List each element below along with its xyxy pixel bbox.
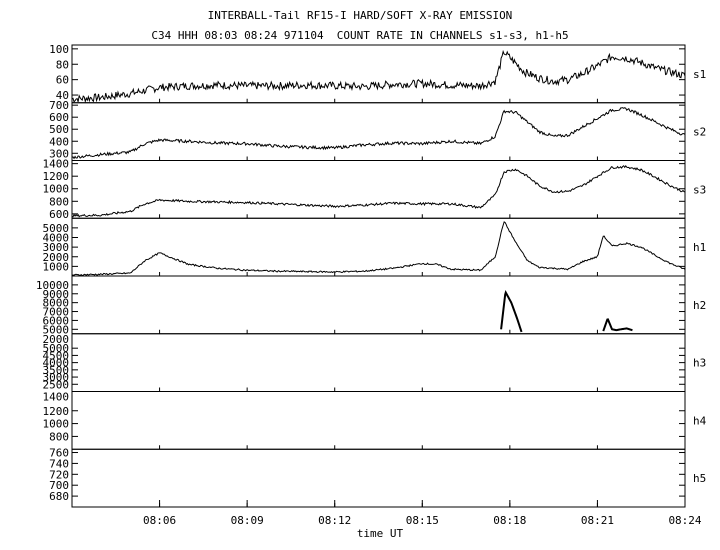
ytick-label-h2-3: 8000: [43, 297, 70, 310]
ytick-label-s2-2: 500: [49, 123, 69, 136]
series-s1: [71, 49, 686, 104]
xtick-label-5: 08:21: [581, 514, 614, 527]
ytick-label-h4-0: 800: [49, 430, 69, 443]
ytick-label-s1-2: 80: [56, 58, 69, 71]
ytick-label-h1-1: 2000: [43, 251, 70, 264]
panel-frame-h1: [71, 217, 686, 277]
ytick-label-h5-3: 700: [49, 479, 69, 492]
ytick-label-h2-0: 5000: [43, 323, 70, 336]
xtick-label-2: 08:12: [318, 514, 351, 527]
ytick-label-s3-2: 1000: [43, 183, 70, 196]
ytick-label-s2-1: 400: [49, 135, 69, 148]
ytick-label-s1-1: 60: [56, 74, 69, 87]
xtick-label-3: 08:15: [406, 514, 439, 527]
panel-label-s1: s1: [693, 68, 706, 81]
ytick-label-s3-4: 1400: [43, 158, 70, 171]
panel-label-h1: h1: [693, 241, 706, 254]
ytick-label-h3-5: 5000: [43, 342, 70, 355]
panel-label-s3: s3: [693, 183, 706, 196]
ytick-label-s1-0: 40: [56, 89, 69, 102]
ytick-label-h1-2: 3000: [43, 241, 70, 254]
ytick-label-s3-3: 1200: [43, 170, 70, 183]
ytick-label-h4-1: 1000: [43, 418, 70, 431]
ytick-label-h3-2: 3500: [43, 364, 70, 377]
xtick-label-4: 08:18: [493, 514, 526, 527]
ytick-label-h2-2: 7000: [43, 306, 70, 319]
panel-label-h5: h5: [693, 472, 706, 485]
ytick-label-h1-0: 1000: [43, 260, 70, 273]
xtick-label-0: 08:06: [143, 514, 176, 527]
ytick-label-s3-1: 800: [49, 195, 69, 208]
panel-frame-h2: [71, 275, 686, 335]
panel-label-h2: h2: [693, 299, 706, 312]
panel-frame-h4: [71, 391, 686, 450]
series-h1: [71, 221, 686, 277]
ytick-label-h5-2: 720: [49, 468, 69, 481]
ytick-label-h2-5: 10000: [36, 279, 69, 292]
ytick-label-s2-3: 600: [49, 111, 69, 124]
series-h2: [500, 289, 523, 333]
ytick-label-s2-0: 300: [49, 147, 69, 160]
panel-label-h4: h4: [693, 414, 707, 427]
x-axis-label: time UT: [356, 527, 404, 540]
ytick-label-h2-1: 6000: [43, 314, 70, 327]
panel-frame-s3: [71, 160, 686, 219]
series-s2: [71, 107, 686, 160]
ytick-label-h1-3: 4000: [43, 232, 70, 245]
ytick-label-s2-4: 700: [49, 99, 69, 112]
panel-frame-s1: [71, 44, 686, 104]
ytick-label-h3-3: 4000: [43, 357, 70, 370]
panel-frame-s2: [71, 102, 686, 161]
ytick-label-s3-0: 600: [49, 208, 69, 221]
panel-label-h3: h3: [693, 357, 706, 370]
chart-subtitle: C34 HHH 08:03 08:24 971104 COUNT RATE IN…: [151, 29, 569, 42]
xtick-label-6: 08:24: [668, 514, 701, 527]
ytick-label-h2-4: 9000: [43, 288, 70, 301]
xtick-label-1: 08:09: [231, 514, 264, 527]
ytick-label-h4-2: 1200: [43, 405, 70, 418]
ytick-bottom-label-h2: 2000: [43, 333, 70, 346]
ytick-label-h3-1: 3000: [43, 371, 70, 384]
ytick-label-h5-0: 760: [49, 447, 69, 460]
series-h2-b: [602, 318, 633, 332]
chart-title: INTERBALL-Tail RF15-I HARD/SOFT X-RAY EM…: [207, 9, 513, 22]
panel-frame-h3: [71, 333, 686, 392]
ytick-bottom-label-h3: 1400: [43, 391, 70, 404]
panel-label-s2: s2: [693, 126, 706, 139]
series-s3: [71, 164, 686, 218]
ytick-label-h1-4: 5000: [43, 222, 70, 235]
ytick-label-h5-4: 680: [49, 490, 69, 503]
ytick-label-h3-0: 2500: [43, 378, 70, 391]
ytick-label-h5-1: 740: [49, 457, 69, 470]
ytick-label-h3-4: 4500: [43, 349, 70, 362]
ytick-label-s1-3: 100: [49, 43, 69, 56]
panel-frame-h5: [71, 448, 686, 508]
